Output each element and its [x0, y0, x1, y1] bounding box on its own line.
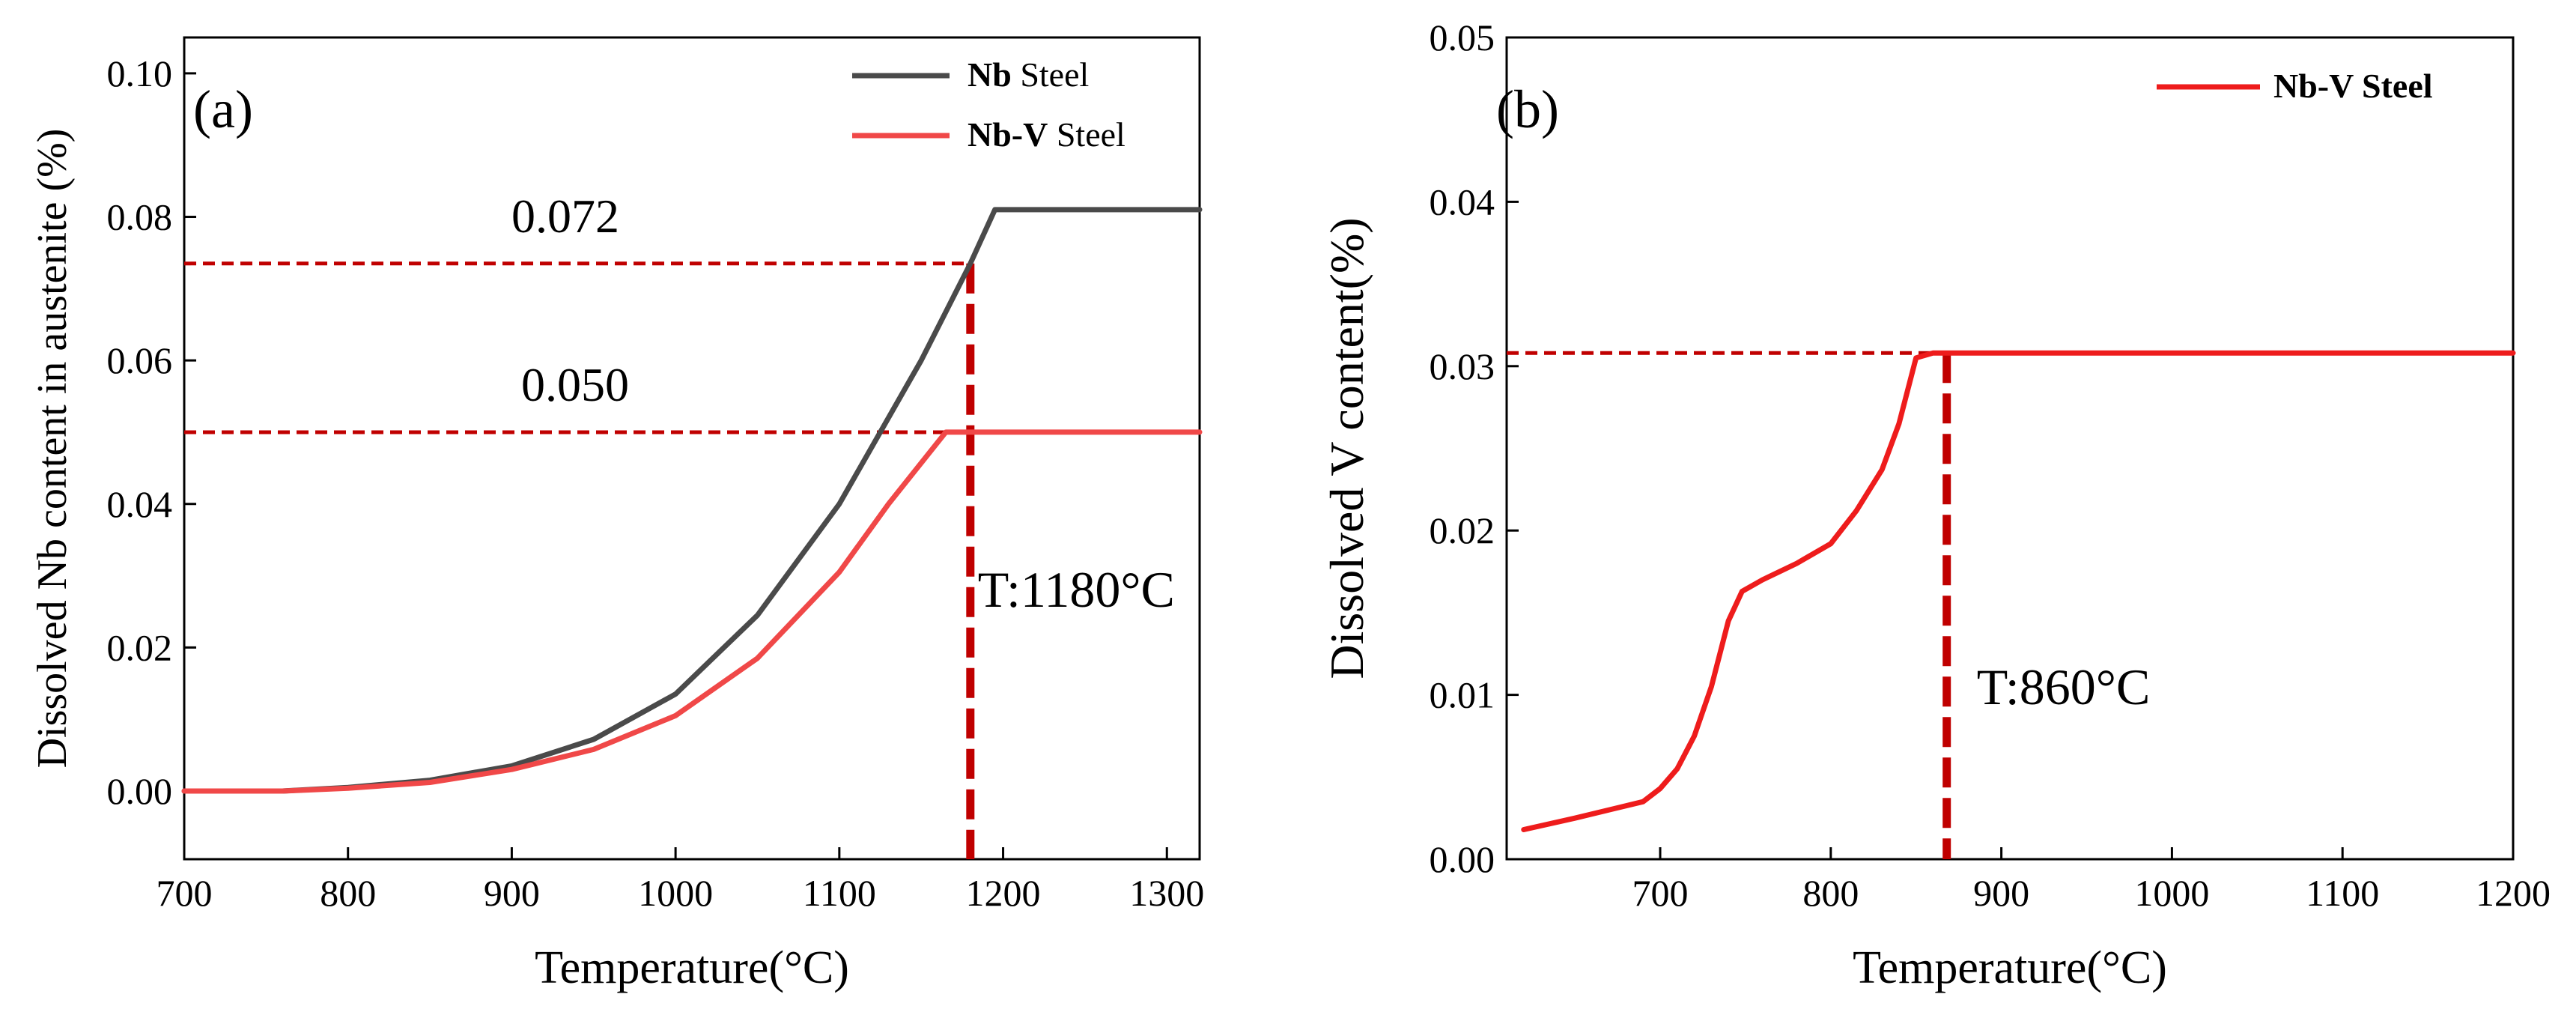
x-tick-label: 900: [484, 872, 540, 914]
legend-item: Nb-V Steel: [2157, 67, 2433, 105]
x-axis-label: Temperature(°C): [1853, 942, 2167, 993]
legend-label-rest: Steel: [1048, 115, 1125, 154]
x-tick-label: 1100: [803, 872, 876, 914]
legend-label: Nb-V Steel: [967, 115, 1126, 154]
x-tick-label: 1200: [966, 872, 1041, 914]
legend-label: Nb-V Steel: [2273, 67, 2433, 105]
x-tick-label: 700: [1632, 872, 1689, 914]
y-tick-label: 0.03: [1430, 345, 1495, 387]
y-tick-label: 0.02: [107, 626, 173, 668]
legend-label-rest: Steel: [1012, 55, 1089, 94]
temperature-label: T:860°C: [1977, 658, 2151, 715]
x-tick-label: 1300: [1129, 872, 1204, 914]
x-tick-label: 800: [1802, 872, 1859, 914]
legend-item: Nb-V Steel: [852, 115, 1126, 154]
y-axis-label: Dissolved V content(%): [1320, 217, 1373, 679]
x-tick-label: 900: [1973, 872, 2029, 914]
legend-label-bold: Nb-V Steel: [2273, 67, 2433, 105]
legend-item: Nb Steel: [852, 55, 1089, 94]
panel-label: (b): [1496, 79, 1559, 139]
y-tick-label: 0.02: [1430, 509, 1495, 551]
y-axis-label: Dissolved Nb content in austenite (%): [29, 129, 76, 769]
y-tick-label: 0.05: [1430, 16, 1495, 58]
x-axis-label: Temperature(°C): [535, 942, 849, 993]
series-line-nb-v-steel: [181, 429, 1203, 794]
x-tick-label: 1000: [638, 872, 713, 914]
y-tick-label: 0.00: [107, 770, 173, 812]
legend-label-bold: Nb: [967, 55, 1012, 94]
plot-frame: [183, 36, 1201, 861]
legend-label: Nb Steel: [967, 55, 1089, 94]
y-tick-label: 0.08: [107, 196, 173, 238]
reference-value-label: 0.050: [521, 358, 629, 411]
x-tick-label: 1100: [2306, 872, 2379, 914]
plot-frame: [1505, 36, 2515, 861]
x-tick-label: 800: [320, 872, 376, 914]
panel-label: (a): [193, 79, 253, 139]
reference-value-label: 0.072: [511, 190, 619, 243]
y-tick-label: 0.06: [107, 339, 173, 381]
y-tick-label: 0.04: [107, 483, 173, 525]
series-line-nb-v-steel: [1521, 350, 2516, 832]
legend-label-bold: Nb-V: [967, 115, 1048, 154]
x-tick-label: 1000: [2134, 872, 2209, 914]
y-tick-label: 0.10: [107, 52, 173, 94]
y-tick-label: 0.01: [1430, 674, 1495, 716]
chart-panel-b: 700 800 900 1000 1100 1200 0.00 0.01 0.02 0.03 0.0…: [1320, 16, 2551, 993]
chart-panel-a: 700 800 900 1000 1100 1200 1300 0.00 0.02 0.04 0.0…: [29, 36, 1204, 993]
x-tick-label: 700: [157, 872, 213, 914]
y-tick-label: 0.04: [1430, 181, 1495, 222]
y-tick-label: 0.00: [1430, 838, 1495, 880]
temperature-label: T:1180°C: [978, 561, 1175, 618]
x-tick-label: 1200: [2476, 872, 2551, 914]
